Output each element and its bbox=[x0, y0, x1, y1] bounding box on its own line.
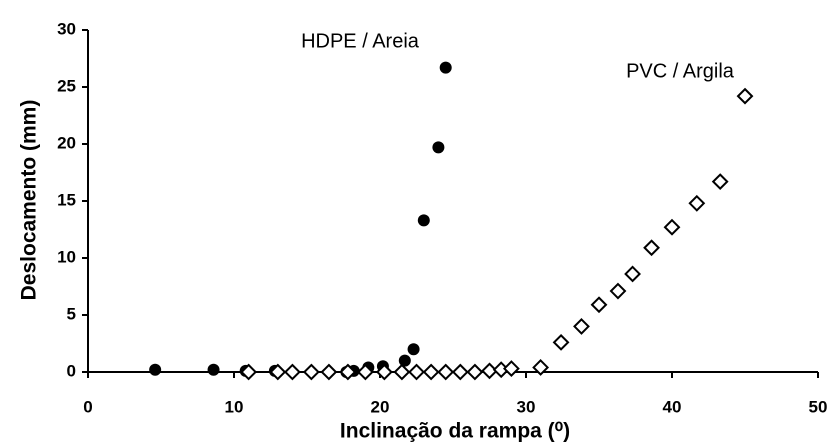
x-tick-label: 20 bbox=[371, 397, 390, 416]
data-point bbox=[688, 194, 706, 212]
data-point bbox=[432, 141, 445, 154]
data-point bbox=[398, 354, 411, 367]
data-point bbox=[711, 173, 729, 191]
y-tick-label: 20 bbox=[57, 133, 76, 152]
data-point bbox=[422, 363, 440, 381]
annotation: HDPE / Areia bbox=[301, 30, 420, 52]
data-point bbox=[573, 317, 590, 335]
data-point bbox=[439, 61, 452, 74]
data-point bbox=[502, 360, 520, 377]
data-point bbox=[149, 363, 162, 376]
x-axis-label: Inclinação da rampa (⁰) bbox=[340, 420, 570, 443]
y-tick-label: 30 bbox=[57, 19, 76, 38]
y-tick-label: 10 bbox=[57, 247, 76, 266]
data-point bbox=[207, 363, 220, 376]
data-point bbox=[302, 363, 320, 381]
data-point bbox=[609, 282, 627, 300]
data-point bbox=[339, 363, 357, 381]
x-tick-label: 40 bbox=[663, 397, 682, 416]
y-tick-label: 5 bbox=[67, 304, 76, 323]
data-point bbox=[283, 363, 301, 381]
data-point bbox=[532, 359, 550, 376]
data-point bbox=[624, 265, 641, 283]
data-point bbox=[643, 239, 660, 257]
x-tick-label: 0 bbox=[83, 397, 92, 416]
data-point bbox=[393, 363, 411, 381]
data-point bbox=[451, 363, 469, 381]
data-point bbox=[590, 296, 608, 314]
annotation: PVC / Argila bbox=[626, 60, 735, 82]
data-point bbox=[375, 363, 393, 381]
y-tick-label: 0 bbox=[67, 361, 76, 380]
data-point bbox=[417, 214, 430, 227]
y-tick-label: 15 bbox=[57, 190, 76, 209]
x-tick-label: 50 bbox=[809, 397, 828, 416]
x-tick-label: 10 bbox=[225, 397, 244, 416]
data-point bbox=[269, 363, 287, 381]
data-point bbox=[356, 363, 374, 381]
data-point bbox=[437, 363, 455, 381]
data-point bbox=[407, 343, 420, 356]
data-point bbox=[736, 87, 754, 105]
y-axis-label: Deslocamento (mm) bbox=[18, 100, 41, 301]
data-point bbox=[320, 363, 338, 381]
data-point bbox=[663, 218, 681, 236]
data-point bbox=[240, 363, 258, 381]
data-point bbox=[408, 363, 425, 381]
x-tick-label: 30 bbox=[517, 397, 536, 416]
y-tick-label: 25 bbox=[57, 76, 76, 95]
data-point bbox=[552, 333, 570, 351]
data-point bbox=[466, 363, 484, 381]
